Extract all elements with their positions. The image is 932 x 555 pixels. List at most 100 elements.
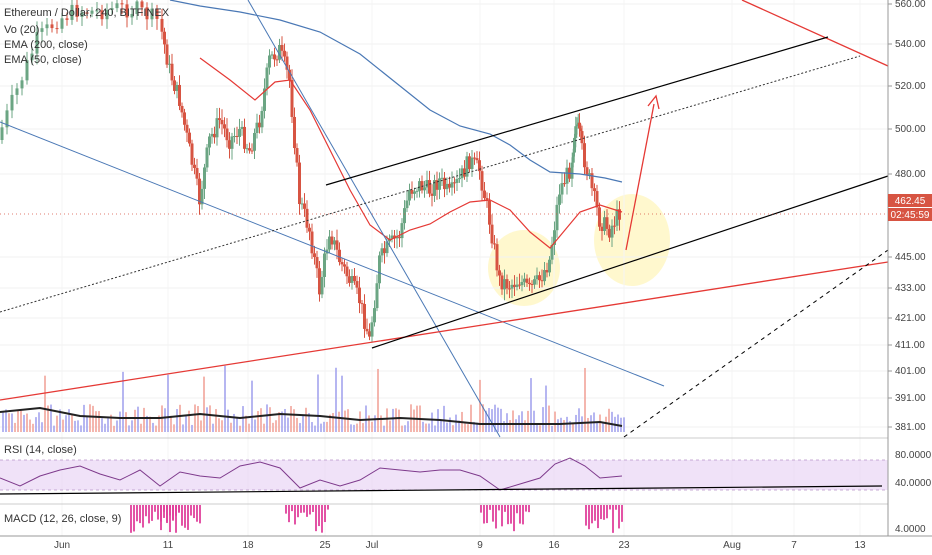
candle-body: [283, 50, 286, 57]
volume-bar: [251, 380, 253, 432]
volume-bar: [554, 411, 556, 432]
indicator-legend-item[interactable]: EMA (200, close): [4, 39, 88, 51]
candle-body: [45, 24, 49, 29]
volume-bar: [557, 419, 559, 432]
candle-body: [545, 270, 549, 273]
candle-body: [483, 190, 486, 198]
volume-bar: [332, 413, 334, 432]
volume-bar: [197, 406, 199, 432]
volume-bar: [287, 417, 289, 432]
macd-bar: [196, 505, 198, 522]
macd-bar: [327, 505, 329, 510]
candle-body: [520, 281, 524, 286]
arrow-head: [647, 94, 660, 110]
candle-body: [518, 284, 521, 286]
volume-bar: [137, 406, 139, 432]
candle-body: [578, 122, 581, 129]
candle-body: [570, 162, 574, 179]
volume-bar: [356, 423, 358, 432]
volume-bar: [434, 425, 436, 432]
candle-body: [140, 1, 144, 8]
time-tick-label: 23: [618, 540, 630, 550]
macd-bar: [483, 505, 485, 524]
candle-body: [345, 266, 349, 277]
trend-line-red-top: [741, 0, 889, 67]
time-axis[interactable]: Jun 11 18 25 Jul 9 16 23 Aug 7 13: [54, 540, 866, 551]
projection-arrow: [625, 103, 655, 251]
macd-bar: [591, 505, 593, 524]
candle-body: [393, 235, 396, 239]
price-axis[interactable]: 560.00 540.00 520.00 500.00 480.00 445.00 433.…: [888, 0, 926, 433]
indicator-legend-item[interactable]: EMA (50, close): [4, 54, 82, 66]
volume-bar: [242, 406, 244, 432]
volume-bar: [392, 408, 394, 432]
volume-bar: [11, 413, 13, 432]
volume-bar: [149, 416, 151, 432]
volume-bar: [314, 425, 316, 432]
volume-bar: [278, 412, 280, 432]
price-pane[interactable]: [0, 0, 888, 437]
candle-body: [440, 177, 444, 179]
volume-bar: [338, 411, 340, 432]
volume-bar: [68, 409, 70, 432]
indicator-legend-item[interactable]: Vo (20): [4, 24, 39, 36]
candle-body: [55, 28, 59, 30]
macd-bar: [172, 505, 174, 520]
volume-bar: [164, 408, 166, 432]
volume-bar: [260, 408, 262, 432]
candle-body: [583, 143, 586, 168]
price-tick-label: 540.00: [895, 39, 926, 50]
time-tick-label: 11: [163, 540, 174, 550]
candle-body: [380, 248, 384, 256]
volume-bar: [569, 421, 571, 432]
volume-bar: [185, 414, 187, 432]
volume-bar: [254, 419, 256, 432]
candle-body: [360, 303, 364, 305]
candle-body: [403, 208, 406, 224]
volume-bar: [581, 416, 583, 432]
volume-bar: [17, 410, 19, 432]
volume-bar: [308, 413, 310, 432]
candle-body: [310, 231, 314, 254]
candle-body: [450, 182, 454, 188]
candle-body: [183, 112, 186, 125]
candle-body: [95, 10, 99, 12]
candle-body: [408, 189, 411, 201]
volume-bar: [446, 422, 448, 432]
candle-body: [458, 178, 461, 180]
candle-body: [375, 283, 379, 309]
candle-body: [478, 160, 481, 172]
price-tick-label: 560.00: [895, 0, 926, 10]
candle-body: [160, 18, 164, 32]
time-tick-label: Jun: [54, 540, 70, 550]
channel-lower: [371, 175, 889, 349]
volume-bar: [299, 423, 301, 432]
candle-body: [365, 328, 369, 332]
candle-body: [603, 217, 606, 232]
candle-body: [5, 110, 9, 128]
candle-body: [260, 110, 264, 128]
candle-body: [400, 223, 404, 239]
indicator-legend[interactable]: Vo (20) EMA (200, close) EMA (50, close): [4, 24, 88, 66]
volume-bar: [305, 407, 307, 432]
volume-bar: [572, 423, 574, 432]
countdown-label: 02:45:59: [891, 210, 930, 221]
volume-bar: [548, 405, 550, 432]
volume-bar: [488, 408, 490, 432]
volume-bar: [20, 410, 22, 432]
macd-bar: [181, 505, 183, 526]
time-tick-label: 18: [242, 540, 254, 550]
volume-bar: [377, 368, 379, 432]
volume-bar: [62, 419, 64, 432]
candle-body: [488, 200, 491, 225]
candle-body: [320, 276, 324, 295]
candle-body: [25, 60, 29, 81]
candle-body: [258, 122, 261, 128]
price-tick-label: 401.00: [895, 366, 926, 377]
volume-bar: [5, 409, 7, 432]
volume-bar: [143, 407, 145, 432]
volume-bar: [65, 415, 67, 432]
volume-bar: [125, 412, 127, 432]
candle-body: [438, 178, 441, 190]
